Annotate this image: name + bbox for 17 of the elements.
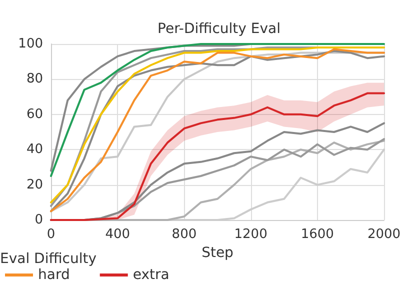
y-tick-label: 20	[26, 177, 43, 192]
x-tick-label: 800	[172, 227, 197, 242]
chart-title: Per-Difficulty Eval	[158, 21, 280, 37]
y-tick-label: 80	[26, 72, 43, 87]
y-tick-label: 60	[26, 106, 43, 122]
x-axis-title: Step	[202, 244, 234, 261]
legend-title: Eval Difficulty	[0, 251, 96, 267]
y-tick-label: 0	[34, 212, 43, 228]
x-tick-label: 2000	[367, 227, 401, 242]
x-tick-label: 1600	[300, 227, 334, 242]
x-tick-label: 400	[105, 227, 130, 242]
y-tick-label: 100	[18, 36, 43, 52]
x-tick-label: 1200	[234, 227, 268, 242]
legend-label: hard	[38, 267, 70, 283]
x-tick-label: 0	[46, 227, 56, 242]
y-tick-label: 40	[26, 142, 43, 158]
legend-label: extra	[132, 267, 170, 283]
